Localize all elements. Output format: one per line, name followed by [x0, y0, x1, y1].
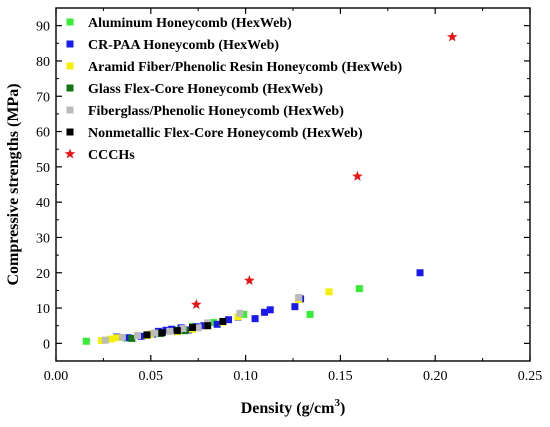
- data-point: [251, 315, 259, 323]
- x-tick-label: 0.10: [233, 369, 258, 384]
- legend-marker: [66, 128, 74, 136]
- data-point: [204, 322, 212, 330]
- y-tick-label: 30: [36, 231, 50, 246]
- data-point: [101, 336, 109, 344]
- data-point: [98, 337, 106, 345]
- data-point: [128, 334, 136, 342]
- data-point: [179, 325, 187, 333]
- data-point: [234, 313, 242, 321]
- data-point: [143, 331, 151, 339]
- legend-marker: [64, 148, 76, 159]
- series-6: [191, 31, 458, 309]
- y-tick-label: 60: [36, 126, 50, 141]
- x-axis-title: Density (g/cm3): [241, 397, 346, 417]
- x-tick-label: 0.00: [44, 369, 69, 384]
- x-tick-label: 0.05: [139, 369, 164, 384]
- legend-label: CCCHs: [88, 148, 135, 163]
- data-marks: [82, 31, 458, 345]
- data-point: [137, 332, 145, 340]
- data-point: [189, 323, 197, 331]
- data-point: [147, 330, 155, 338]
- data-point: [191, 299, 202, 309]
- y-tick-label: 80: [36, 55, 50, 70]
- legend-label: Aluminum Honeycomb (HexWeb): [88, 16, 292, 31]
- x-tick-label: 0.20: [423, 369, 448, 384]
- data-point: [416, 269, 424, 277]
- tick-labels: 0.00 0.05 0.10 0.15 0.20 0.25 0 10 20 30 40 50 60 70 8…: [36, 20, 542, 384]
- data-point: [240, 310, 248, 318]
- axis-ticks: [55, 8, 531, 361]
- legend-marker: [66, 84, 74, 92]
- data-point: [352, 170, 363, 181]
- y-tick-label: 40: [36, 196, 50, 211]
- data-point: [236, 309, 244, 317]
- y-tick-label: 70: [36, 90, 50, 105]
- data-point: [266, 306, 274, 314]
- data-point: [82, 337, 90, 345]
- y-tick-label: 90: [36, 20, 50, 35]
- y-tick-label: 20: [36, 267, 50, 282]
- y-tick-label: 50: [36, 161, 50, 176]
- legend-marker: [66, 18, 74, 26]
- data-point: [162, 326, 170, 334]
- legend-label: Nonmetallic Flex-Core Honeycomb (HexWeb): [88, 126, 363, 141]
- data-point: [225, 316, 233, 324]
- data-point: [151, 329, 159, 337]
- legend-item: CCCHs: [64, 148, 135, 163]
- series-5: [143, 317, 227, 339]
- data-point: [447, 31, 458, 42]
- data-point: [194, 324, 202, 332]
- data-point: [200, 322, 208, 330]
- data-point: [209, 319, 217, 327]
- legend: Aluminum Honeycomb (HexWeb) CR-PAA Honeyc…: [64, 16, 403, 163]
- data-point: [325, 288, 333, 296]
- x-axis-title-superscript: 3: [334, 397, 340, 409]
- data-point: [134, 332, 142, 340]
- data-point: [113, 334, 121, 342]
- y-tick-label: 10: [36, 302, 50, 317]
- x-tick-label: 0.15: [328, 369, 353, 384]
- data-point: [213, 320, 221, 328]
- legend-label: Aramid Fiber/Phenolic Resin Honeycomb (H…: [88, 60, 403, 75]
- legend-item: Nonmetallic Flex-Core Honeycomb (HexWeb): [66, 126, 363, 141]
- y-tick-label: 0: [43, 337, 50, 352]
- legend-item: CR-PAA Honeycomb (HexWeb): [66, 38, 279, 53]
- data-point: [185, 326, 193, 334]
- legend-label: Fiberglass/Phenolic Honeycomb (HexWeb): [88, 104, 344, 119]
- legend-marker: [66, 40, 74, 48]
- data-point: [219, 317, 227, 325]
- legend-item: Aramid Fiber/Phenolic Resin Honeycomb (H…: [66, 60, 403, 75]
- legend-item: Fiberglass/Phenolic Honeycomb (HexWeb): [66, 104, 344, 119]
- data-point: [166, 327, 174, 335]
- data-point: [295, 293, 303, 301]
- y-axis-title: Compressive strengths (MPa): [5, 83, 22, 285]
- x-tick-label: 0.25: [518, 369, 543, 384]
- legend-label: Glass Flex-Core Honeycomb (HexWeb): [88, 82, 323, 97]
- data-point: [261, 308, 269, 316]
- data-point: [291, 303, 299, 311]
- legend-item: Aluminum Honeycomb (HexWeb): [66, 16, 292, 31]
- legend-marker: [66, 106, 74, 114]
- data-point: [118, 333, 126, 341]
- data-point: [124, 334, 132, 342]
- data-point: [306, 310, 314, 318]
- data-point: [158, 329, 166, 337]
- data-point: [173, 327, 181, 335]
- data-point: [244, 275, 255, 285]
- legend-item: Glass Flex-Core Honeycomb (HexWeb): [66, 82, 323, 97]
- data-point: [107, 335, 115, 343]
- data-point: [355, 285, 363, 293]
- legend-label: CR-PAA Honeycomb (HexWeb): [88, 38, 279, 53]
- legend-marker: [66, 62, 74, 70]
